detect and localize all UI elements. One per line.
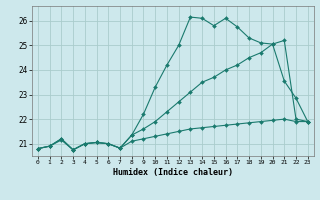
X-axis label: Humidex (Indice chaleur): Humidex (Indice chaleur) (113, 168, 233, 177)
